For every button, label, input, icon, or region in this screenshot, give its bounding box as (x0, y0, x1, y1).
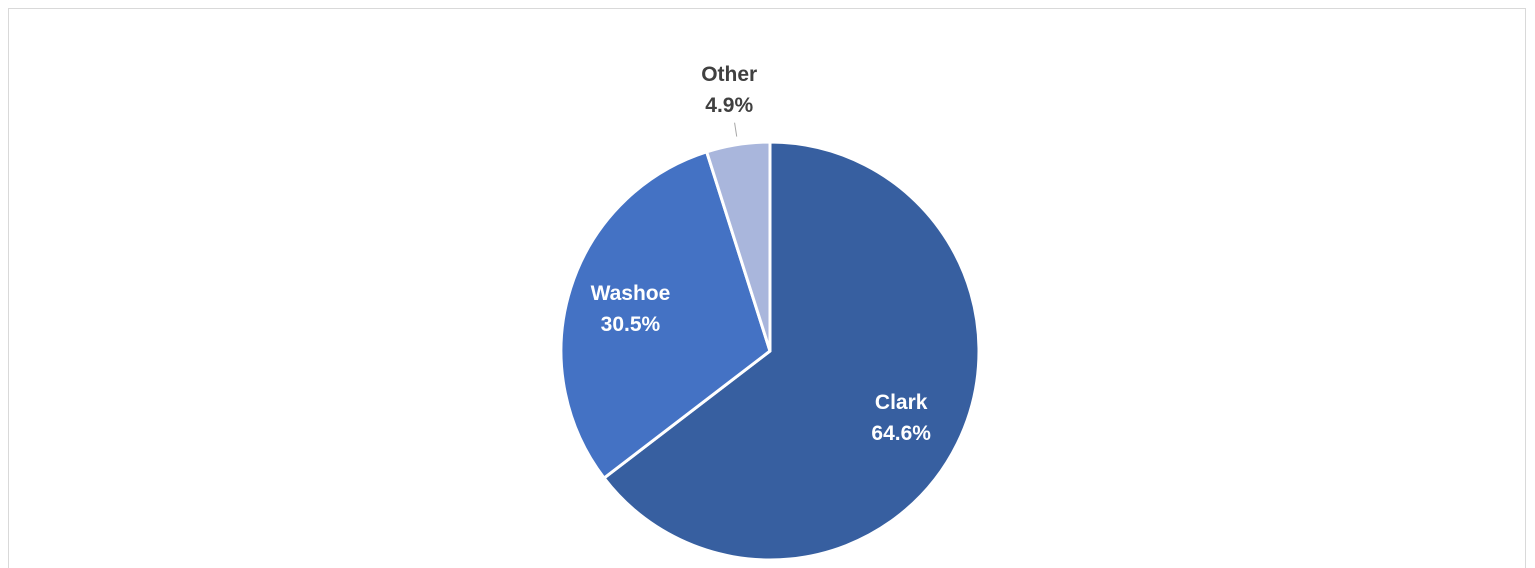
data-label-washoe: Washoe 30.5% (591, 282, 671, 336)
slice-value-clark: 64.6% (871, 422, 931, 445)
data-label-clark: Clark 64.6% (871, 391, 931, 445)
data-label-other: Other 4.9% (701, 63, 757, 137)
chart-area (8, 8, 1526, 568)
pie-slice-washoe (559, 150, 772, 480)
slice-label-washoe: Washoe (591, 282, 671, 305)
pie-slice-clark (602, 140, 981, 561)
pie-slice-other (705, 140, 772, 353)
leader-line-other (734, 122, 738, 137)
slice-value-other: 4.9% (705, 94, 753, 117)
slice-value-washoe: 30.5% (601, 313, 661, 336)
slice-label-other: Other (701, 63, 757, 86)
slice-label-clark: Clark (875, 391, 928, 414)
